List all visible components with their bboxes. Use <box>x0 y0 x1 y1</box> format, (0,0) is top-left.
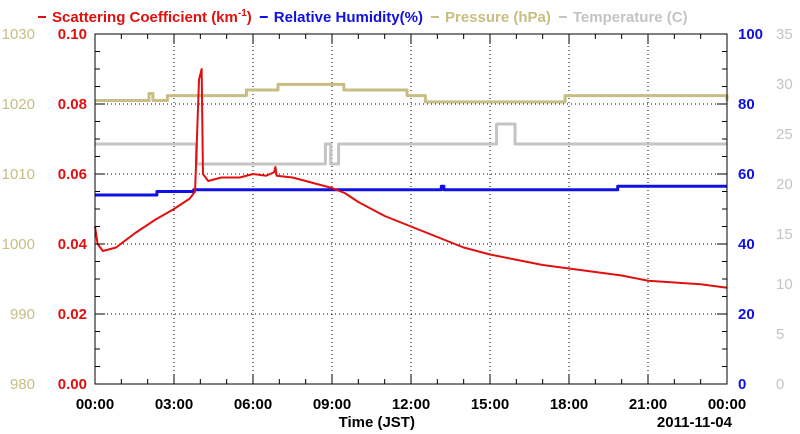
x-axis-title: Time (JST) <box>339 414 415 431</box>
scattering-tick-label: 0.06 <box>58 166 87 183</box>
temperature-tick-label: 35 <box>776 26 793 43</box>
labels-layer: 00:00 03:00 06:00 09:00 12:00 15:00 18:00 21:00… <box>2 26 793 413</box>
pressure-tick-label: 1000 <box>2 236 35 253</box>
date-label: 2011-11-04 <box>657 414 733 431</box>
grid <box>95 34 727 384</box>
temperature-tick-label: 20 <box>776 176 793 193</box>
humidity-tick-label: 20 <box>738 306 755 323</box>
scattering-tick-label: 0.00 <box>58 376 87 393</box>
humidity-tick-label: 80 <box>738 96 755 113</box>
temperature-tick-label: 5 <box>776 326 784 343</box>
pressure-tick-label: 980 <box>10 376 35 393</box>
pressure-legend-label: Pressure (hPa) <box>445 9 551 26</box>
scattering-tick-label: 0.08 <box>58 96 87 113</box>
x-tick-label: 12:00 <box>392 396 430 413</box>
x-tick-label: 21:00 <box>629 396 667 413</box>
scattering-tick-label: 0.10 <box>58 26 87 43</box>
temperature-tick-label: 30 <box>776 76 793 93</box>
scattering-legend-superscript: -1 <box>238 8 247 19</box>
x-tick-label: 00:00 <box>708 396 746 413</box>
legend: Scattering Coefficient (km-1) Relative Hu… <box>38 8 688 26</box>
x-tick-label: 06:00 <box>234 396 272 413</box>
series-layer <box>94 68 729 289</box>
pressure-series-line <box>95 82 729 104</box>
pressure-tick-label: 1010 <box>2 166 35 183</box>
humidity-tick-label: 40 <box>738 236 755 253</box>
humidity-legend-label: Relative Humidity(%) <box>274 9 423 26</box>
temperature-tick-label: 25 <box>776 126 793 143</box>
x-tick-label: 18:00 <box>550 396 588 413</box>
pressure-tick-label: 990 <box>10 306 35 323</box>
pressure-tick-label: 1030 <box>2 26 35 43</box>
scattering-tick-label: 0.02 <box>58 306 87 323</box>
temperature-series-line <box>95 122 727 166</box>
x-tick-label: 15:00 <box>471 396 509 413</box>
x-tick-label: 00:00 <box>76 396 114 413</box>
humidity-tick-label: 60 <box>738 166 755 183</box>
x-tick-label: 09:00 <box>313 396 351 413</box>
temperature-tick-label: 10 <box>776 276 793 293</box>
temperature-tick-label: 15 <box>776 226 793 243</box>
scattering-series-line <box>94 68 728 289</box>
scattering-tick-label: 0.04 <box>58 236 88 253</box>
humidity-tick-label: 0 <box>738 376 746 393</box>
pressure-tick-label: 1020 <box>2 96 35 113</box>
temperature-tick-label: 0 <box>776 376 784 393</box>
humidity-series-line <box>95 184 727 197</box>
ticks-layer <box>94 33 728 385</box>
scattering-legend-suffix: ) <box>247 9 252 26</box>
temperature-legend-label: Temperature (C) <box>573 9 688 26</box>
x-tick-label: 03:00 <box>155 396 193 413</box>
humidity-tick-label: 100 <box>738 26 763 43</box>
scattering-legend-label: Scattering Coefficient (km-1) <box>52 8 252 26</box>
